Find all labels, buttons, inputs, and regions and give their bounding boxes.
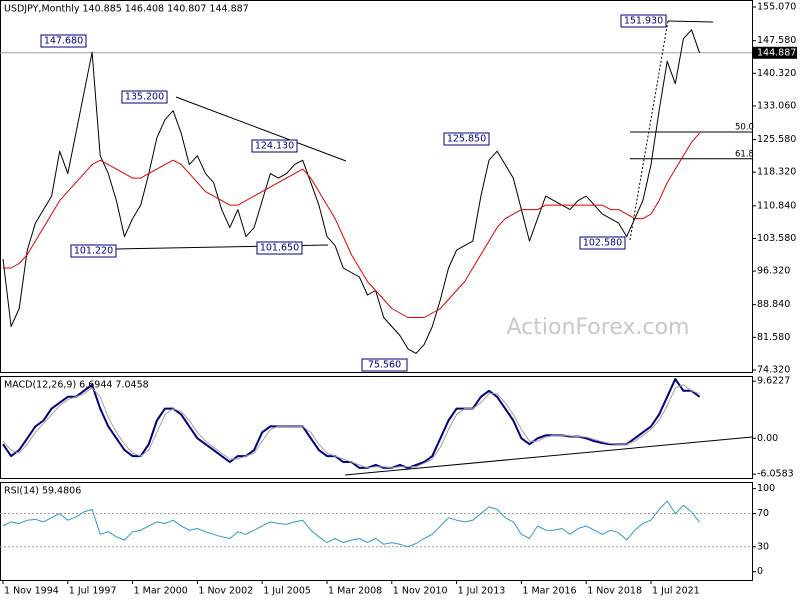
current-price-box xyxy=(753,46,797,59)
panel-frame xyxy=(0,376,753,479)
y-tick-label: 147.580 xyxy=(757,35,796,46)
current-price-label: 144.887 xyxy=(757,47,796,58)
panel-title: MACD(12,26,9) 6.6944 7.0458 xyxy=(4,380,149,391)
y-tick-label: 110.840 xyxy=(757,200,796,211)
y-tick-label: 70 xyxy=(757,508,769,519)
panel-frame xyxy=(0,482,753,581)
annotation: 151.930 xyxy=(624,16,663,27)
annotation-box xyxy=(579,236,626,250)
x-tick-label: 1 Nov 1994 xyxy=(4,586,59,597)
panel-frame xyxy=(0,0,753,373)
x-tick-label: 1 Nov 2018 xyxy=(587,586,642,597)
series-line xyxy=(2,378,701,469)
y-tick-label: 9.6227 xyxy=(757,376,790,387)
annotation-box xyxy=(256,241,303,255)
fib-label: 61.8 xyxy=(735,149,754,159)
x-tick-label: 1 Mar 2016 xyxy=(522,586,576,597)
x-tick-label: 1 Mar 2008 xyxy=(328,586,382,597)
y-tick-label: 0.00 xyxy=(757,433,778,444)
y-tick-label: 103.580 xyxy=(757,233,796,244)
annotation: 102.580 xyxy=(583,238,622,249)
trend-line xyxy=(667,20,714,23)
y-tick-label: 30 xyxy=(757,541,769,552)
y-tick-label: 74.320 xyxy=(757,364,790,375)
y-tick-label: 133.060 xyxy=(757,100,796,111)
annotation: 135.200 xyxy=(125,92,164,103)
annotation-box xyxy=(443,132,490,146)
y-tick-label: 118.320 xyxy=(757,167,796,178)
annotation-box xyxy=(620,14,667,28)
y-tick-label: 140.320 xyxy=(757,68,796,79)
x-tick-label: 1 Nov 2010 xyxy=(393,586,448,597)
annotation: 147.680 xyxy=(44,36,83,47)
y-tick-label: 100 xyxy=(757,483,775,494)
annotation-box xyxy=(251,139,298,153)
series-line xyxy=(2,384,700,469)
annotation: 125.850 xyxy=(447,134,486,145)
annotation-box xyxy=(70,244,117,258)
y-tick-label: 0 xyxy=(757,566,763,577)
trend-line xyxy=(175,96,347,162)
panel-title: USDJPY,Monthly 140.885 146.408 140.807 1… xyxy=(4,4,249,15)
x-tick-label: 1 Jul 2013 xyxy=(458,586,506,597)
series-line xyxy=(3,132,700,318)
trend-line xyxy=(344,436,753,476)
annotation: 75.560 xyxy=(368,360,401,371)
y-tick-label: 81.580 xyxy=(757,332,790,343)
panel-title: RSI(14) 59.4806 xyxy=(4,486,81,497)
annotation: 124.130 xyxy=(255,141,294,152)
x-tick-label: 1 Jul 2005 xyxy=(263,586,311,597)
y-tick-label: 96.320 xyxy=(757,266,790,277)
y-tick-label: 125.580 xyxy=(757,134,796,145)
series-line xyxy=(2,29,701,354)
fib-label: 50.0 xyxy=(735,123,754,133)
watermark: ActionForex.com xyxy=(507,315,690,340)
annotation: 101.650 xyxy=(260,243,299,254)
x-tick-label: 1 Mar 2000 xyxy=(134,586,188,597)
annotation-box xyxy=(361,358,408,372)
y-tick-label: 88.840 xyxy=(757,299,790,310)
y-tick-label: 155.070 xyxy=(757,2,796,13)
trend-line xyxy=(629,20,669,241)
x-tick-label: 1 Nov 2002 xyxy=(198,586,253,597)
annotation-box xyxy=(40,34,87,48)
series-line xyxy=(2,500,700,548)
annotation: 101.220 xyxy=(74,246,113,257)
y-tick-label: -6.0583 xyxy=(757,469,794,480)
x-tick-label: 1 Jul 2021 xyxy=(652,586,700,597)
annotation-box xyxy=(121,90,168,104)
x-tick-label: 1 Jul 1997 xyxy=(69,586,117,597)
